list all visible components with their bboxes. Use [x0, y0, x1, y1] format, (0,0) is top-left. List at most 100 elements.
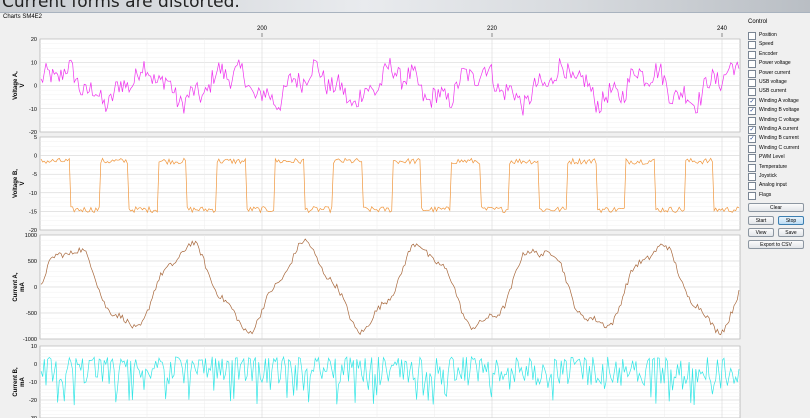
channel-power-current-checkbox[interactable]: Power current [748, 69, 808, 79]
y-tick-label: -20 [29, 398, 37, 404]
checkbox-label: Winding B voltage [759, 107, 800, 114]
y-axis-label-line: Current A, [13, 272, 19, 301]
top-axis-label: 220 [487, 26, 498, 32]
y-axis-label: Current A,mA [13, 272, 26, 301]
checkbox-label: Analog input [759, 182, 787, 189]
checkbox-box[interactable] [748, 191, 756, 200]
start-button[interactable]: Start [748, 216, 774, 225]
y-tick-label: 500 [28, 259, 37, 265]
y-axis-label-unit: V [20, 181, 26, 185]
checkbox-label: Winding A voltage [759, 97, 799, 104]
checkbox-box[interactable] [748, 41, 756, 50]
y-tick-label: -20 [29, 228, 37, 234]
checkbox-box[interactable] [748, 154, 756, 163]
series-line [40, 355, 740, 406]
y-tick-label: 10 [31, 60, 37, 66]
checkbox-box[interactable] [748, 182, 756, 191]
checkbox-label: Winding C voltage [759, 116, 800, 123]
channel-encoder-checkbox[interactable]: Encoder [748, 50, 808, 60]
y-tick-label: 20 [31, 37, 37, 43]
channel-analog-input-checkbox[interactable]: Analog input [748, 181, 808, 191]
clear-button[interactable]: Clear [748, 203, 804, 212]
y-tick-label: 0 [34, 285, 37, 291]
y-tick-label: -10 [29, 107, 37, 113]
channel-winding-c-voltage-checkbox[interactable]: Winding C voltage [748, 116, 808, 126]
checkbox-label: Position [759, 32, 777, 38]
y-axis-label-unit: mA [20, 282, 26, 292]
checkbox-box[interactable] [748, 163, 756, 172]
checkbox-box[interactable] [748, 173, 756, 181]
chart-panel-1: -20 -10 0 10 20 Voltage A,V [13, 37, 741, 136]
channel-usb-current-checkbox[interactable]: USB current [748, 87, 808, 97]
checkbox-box[interactable] [748, 32, 756, 40]
channel-position-checkbox[interactable]: Position [748, 31, 808, 41]
checkbox-box[interactable]: ✓ [748, 135, 756, 144]
channel-flags-checkbox[interactable]: Flags [748, 191, 808, 201]
checkbox-box[interactable] [748, 50, 756, 59]
y-tick-label: -15 [29, 209, 37, 215]
stop-button[interactable]: Stop [778, 216, 804, 225]
y-tick-label: -10 [29, 380, 37, 386]
view-button[interactable]: View [748, 228, 774, 237]
checkbox-label: Temperature [759, 163, 788, 170]
checkbox-box[interactable]: ✓ [748, 97, 756, 106]
series-line [40, 157, 740, 214]
channel-pwm-level-checkbox[interactable]: PWM Level [748, 153, 808, 163]
checkbox-label: PWM Level [759, 154, 785, 161]
y-axis-label: Current B,mA [13, 367, 26, 397]
window-title: Charts SM4E2 [3, 14, 43, 20]
top-axis-label: 240 [717, 26, 728, 32]
y-axis-label: Voltage A,V [13, 71, 26, 100]
checkbox-box[interactable] [748, 69, 756, 78]
checkbox-box[interactable] [748, 79, 756, 87]
y-axis-label-line: Voltage B, [13, 169, 19, 198]
y-tick-label: 1000 [25, 233, 37, 239]
checkbox-box[interactable] [748, 144, 756, 153]
checkbox-label: USB voltage [759, 79, 787, 85]
channel-temperature-checkbox[interactable]: Temperature [748, 163, 808, 173]
channel-winding-b-current-checkbox[interactable]: ✓ Winding B current [748, 134, 808, 144]
caption-banner: Current forms are distorted. [0, 0, 810, 12]
checkbox-label: Winding A current [759, 126, 799, 132]
chart-panel-2: -20 -15 -10 -5 0 5 Voltage B,V [13, 135, 741, 234]
control-panel: Control Position Speed Encoder Power voltag… [744, 17, 808, 417]
checkbox-label: USB current [759, 88, 787, 95]
channel-joystick-checkbox[interactable]: Joystick [748, 172, 808, 182]
y-tick-label: -10 [29, 191, 37, 197]
y-axis-label: Voltage B,V [13, 169, 26, 198]
checkbox-label: Encoder [759, 50, 778, 57]
checkbox-box[interactable] [748, 88, 756, 97]
charts-window: Charts SM4E2 200 220 240 -20 -10 0 10 20 Voltage… [0, 12, 810, 418]
y-axis-label-line: Voltage A, [13, 71, 19, 100]
save-button[interactable]: Save [778, 228, 804, 237]
channel-winding-c-current-checkbox[interactable]: Winding C current [748, 144, 808, 154]
channel-winding-b-voltage-checkbox[interactable]: ✓ Winding B voltage [748, 106, 808, 116]
channel-speed-checkbox[interactable]: Speed [748, 40, 808, 50]
checkbox-box[interactable]: ✓ [748, 107, 756, 116]
y-tick-label: -5 [32, 172, 37, 178]
checkbox-label: Power voltage [759, 60, 791, 67]
checkbox-box[interactable]: ✓ [748, 126, 756, 134]
checkbox-box[interactable] [748, 60, 756, 69]
top-axis-label: 200 [257, 26, 268, 32]
y-tick-label: 0 [34, 362, 37, 368]
y-tick-label: 0 [34, 154, 37, 160]
caption-text: Current forms are distorted. [2, 0, 240, 12]
checkbox-label: Speed [759, 41, 774, 48]
checkbox-label: Flags [759, 191, 772, 198]
checkbox-label: Power current [759, 69, 791, 76]
control-title: Control [748, 19, 768, 25]
checkbox-box[interactable] [748, 116, 756, 125]
channel-usb-voltage-checkbox[interactable]: USB voltage [748, 78, 808, 88]
channel-winding-a-voltage-checkbox[interactable]: ✓ Winding A voltage [748, 97, 808, 107]
chart-panel-3: -1000 -500 0 500 1000 Current A,mA [13, 233, 741, 343]
export-csv-button[interactable]: Export to CSV [748, 240, 804, 249]
checkbox-label: Winding C current [759, 144, 800, 151]
channel-power-voltage-checkbox[interactable]: Power voltage [748, 59, 808, 69]
channel-winding-a-current-checkbox[interactable]: ✓ Winding A current [748, 125, 808, 135]
y-axis-label-unit: mA [20, 377, 26, 387]
y-tick-label: 5 [34, 135, 37, 141]
series-line [40, 58, 740, 116]
